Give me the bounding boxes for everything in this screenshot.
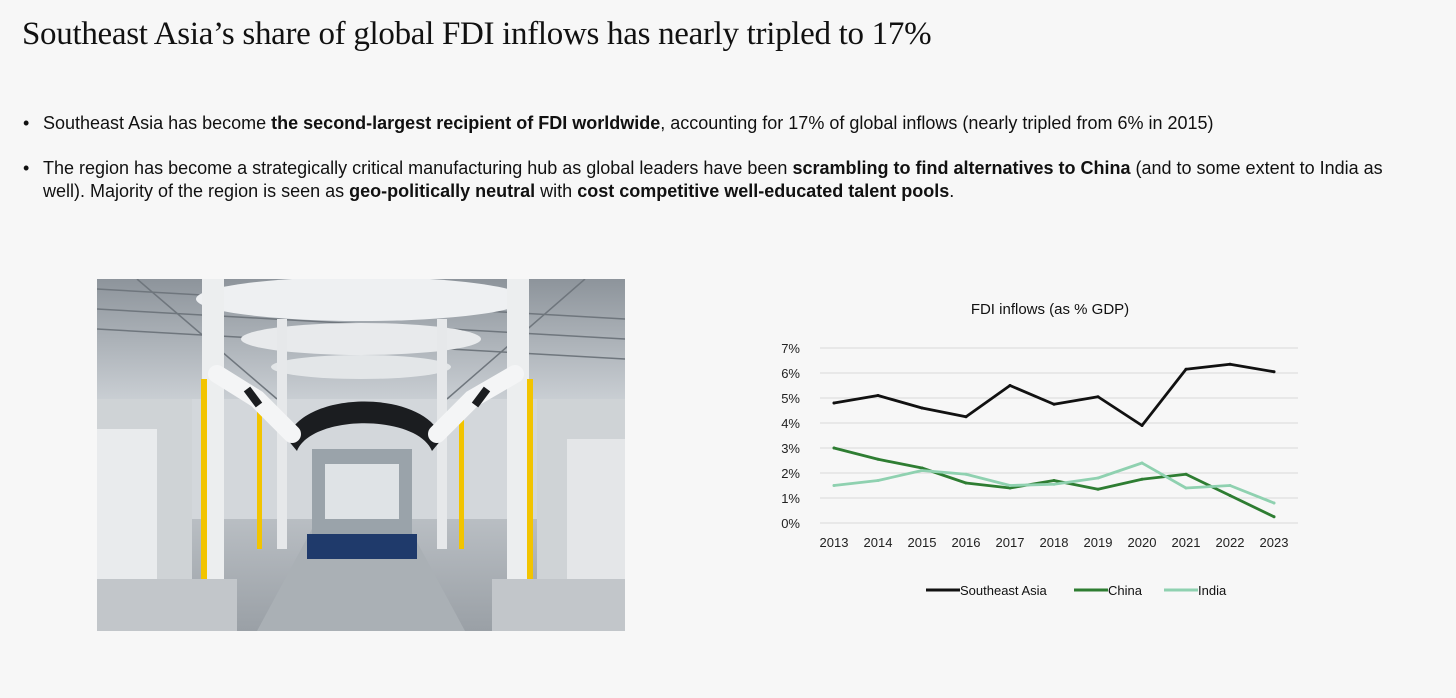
data-point-china: [1008, 486, 1012, 490]
data-point-india: [920, 469, 924, 472]
fdi-line-chart: FDI inflows (as % GDP) 0% 1% 2% 3% 4% 5% 6% 7% …: [760, 290, 1320, 610]
x-tick-label: 2015: [908, 535, 937, 550]
x-tick-label: 2017: [996, 535, 1025, 550]
legend-label: India: [1198, 583, 1227, 598]
x-tick-label: 2018: [1040, 535, 1069, 550]
data-point-southeast-asia: [964, 415, 968, 419]
data-point-southeast-asia: [1228, 362, 1232, 366]
data-point-southeast-asia: [1184, 367, 1188, 371]
data-point-southeast-asia: [1272, 370, 1276, 374]
legend-label: China: [1108, 583, 1143, 598]
bullet-text-bold: cost competitive well-educated talent po…: [577, 181, 950, 201]
data-point-southeast-asia: [876, 394, 880, 397]
x-tick-label: 2022: [1216, 535, 1245, 550]
data-point-china: [876, 457, 880, 461]
x-tick-label: 2013: [820, 535, 849, 550]
bullet-text-part: (and to some extent to India as well). M…: [43, 158, 1383, 201]
x-tick-label: 2020: [1128, 535, 1157, 550]
bullet-text-part: with: [535, 181, 578, 201]
factory-robot-photo: [97, 279, 625, 631]
data-point-india: [1228, 484, 1232, 487]
page-title: Southeast Asia’s share of global FDI inf…: [22, 16, 932, 52]
y-tick-label: 1%: [781, 491, 800, 506]
data-point-china: [1228, 494, 1232, 497]
y-tick-label: 4%: [781, 416, 800, 431]
bullet-text-part: The region has become a strategically cr…: [43, 158, 793, 178]
data-point-china: [1140, 477, 1144, 481]
data-point-india: [1272, 501, 1276, 505]
data-point-southeast-asia: [1052, 402, 1056, 406]
chart-legend: Southeast Asia China India: [926, 583, 1227, 598]
data-point-southeast-asia: [832, 401, 836, 405]
data-point-china: [1052, 479, 1056, 482]
y-axis-ticks: 0% 1% 2% 3% 4% 5% 6% 7%: [781, 341, 800, 531]
data-point-southeast-asia: [1096, 395, 1100, 399]
legend-label: Southeast Asia: [960, 583, 1047, 598]
data-point-southeast-asia: [1008, 384, 1012, 387]
chart-title: FDI inflows (as % GDP): [971, 301, 1129, 318]
x-tick-label: 2014: [864, 535, 893, 550]
bullet-item: • Southeast Asia has become the second-l…: [22, 112, 1422, 135]
data-point-china: [832, 446, 836, 450]
bullet-text-bold: geo-politically neutral: [349, 181, 536, 201]
data-point-india: [964, 472, 968, 476]
y-tick-label: 2%: [781, 466, 800, 481]
data-point-southeast-asia: [920, 406, 924, 410]
series-line-china: [832, 446, 1276, 519]
chart-grid: [820, 347, 1298, 524]
data-point-china: [1184, 472, 1188, 476]
x-tick-label: 2021: [1172, 535, 1201, 550]
x-tick-label: 2016: [952, 535, 981, 550]
data-point-india: [1008, 484, 1012, 487]
data-point-china: [1096, 487, 1100, 491]
data-point-china: [1272, 515, 1276, 519]
y-tick-label: 6%: [781, 366, 800, 381]
x-tick-label: 2019: [1084, 535, 1113, 550]
data-point-india: [1096, 476, 1100, 480]
chart-series: [832, 362, 1276, 519]
bullet-text-bold: scrambling to find alternatives to China: [792, 158, 1131, 178]
data-point-southeast-asia: [1140, 424, 1144, 427]
bullet-dot: •: [23, 158, 30, 178]
bullet-text-part: Southeast Asia has become: [43, 113, 272, 133]
y-tick-label: 3%: [781, 441, 800, 456]
y-tick-label: 0%: [781, 516, 800, 531]
bullet-item: • The region has become a strategically …: [22, 157, 1422, 203]
bullet-text-bold: the second-largest recipient of FDI worl…: [271, 113, 661, 133]
data-point-china: [920, 466, 924, 470]
bullet-list: • Southeast Asia has become the second-l…: [22, 112, 1422, 225]
chart-svg: FDI inflows (as % GDP) 0%1%2%3%4%5%6%7% …: [781, 301, 1298, 598]
bullet-text-part: , accounting for 17% of global inflows (…: [660, 113, 1214, 133]
data-point-india: [832, 484, 836, 487]
y-tick-label: 7%: [781, 341, 800, 356]
bullet-text: Southeast Asia has become the second-lar…: [43, 113, 1214, 133]
factory-illustration: [97, 279, 625, 631]
bullet-text-part: .: [949, 181, 955, 201]
data-point-india: [1184, 486, 1188, 490]
data-point-india: [1052, 482, 1056, 486]
data-point-india: [876, 479, 880, 482]
bullet-text: The region has become a strategically cr…: [43, 158, 1383, 201]
data-point-india: [1140, 461, 1144, 465]
x-tick-label: 2023: [1260, 535, 1289, 550]
x-axis-ticks: 2013 2014 2015 2016 2017 2018 2019 2020 2021 2022…: [820, 535, 1289, 550]
data-point-china: [964, 481, 968, 485]
bullet-dot: •: [23, 113, 30, 133]
y-tick-label: 5%: [781, 391, 800, 406]
